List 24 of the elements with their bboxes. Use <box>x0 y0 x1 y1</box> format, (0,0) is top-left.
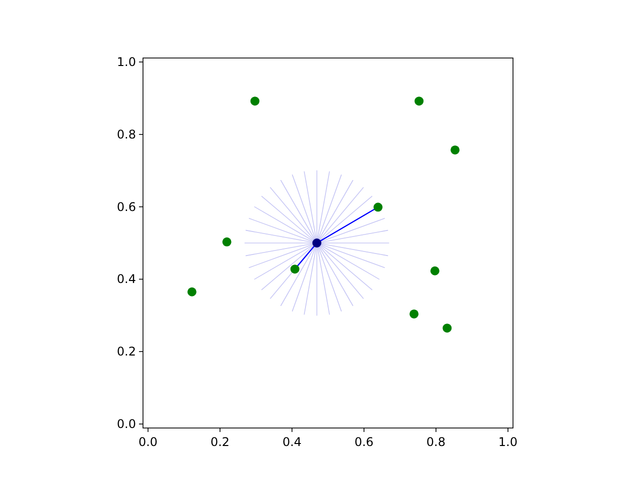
point <box>374 202 383 212</box>
y-tick-label: 1.0 <box>116 54 136 69</box>
point <box>290 264 300 274</box>
point <box>442 324 452 333</box>
x-tick-label: 1.0 <box>498 435 518 449</box>
y-tick-label: 0.2 <box>116 344 136 359</box>
y-tick-label: 0.0 <box>116 417 136 432</box>
x-tick-label: 0.6 <box>354 435 374 449</box>
point <box>312 238 322 248</box>
x-tick-label: 0.8 <box>426 435 446 449</box>
point <box>410 309 419 318</box>
x-tick-label: 0.4 <box>282 435 302 449</box>
point <box>414 96 424 106</box>
point <box>187 287 196 296</box>
line-series <box>244 170 390 316</box>
x-tick-label: 0.0 <box>138 435 158 449</box>
point <box>430 266 440 276</box>
point <box>450 145 460 154</box>
y-tick-label: 0.4 <box>116 272 136 286</box>
y-tick-label: 0.8 <box>116 127 136 142</box>
x-tick-label: 0.2 <box>210 435 230 449</box>
point <box>250 96 260 106</box>
point <box>222 237 232 246</box>
y-tick-label: 0.6 <box>116 200 136 214</box>
